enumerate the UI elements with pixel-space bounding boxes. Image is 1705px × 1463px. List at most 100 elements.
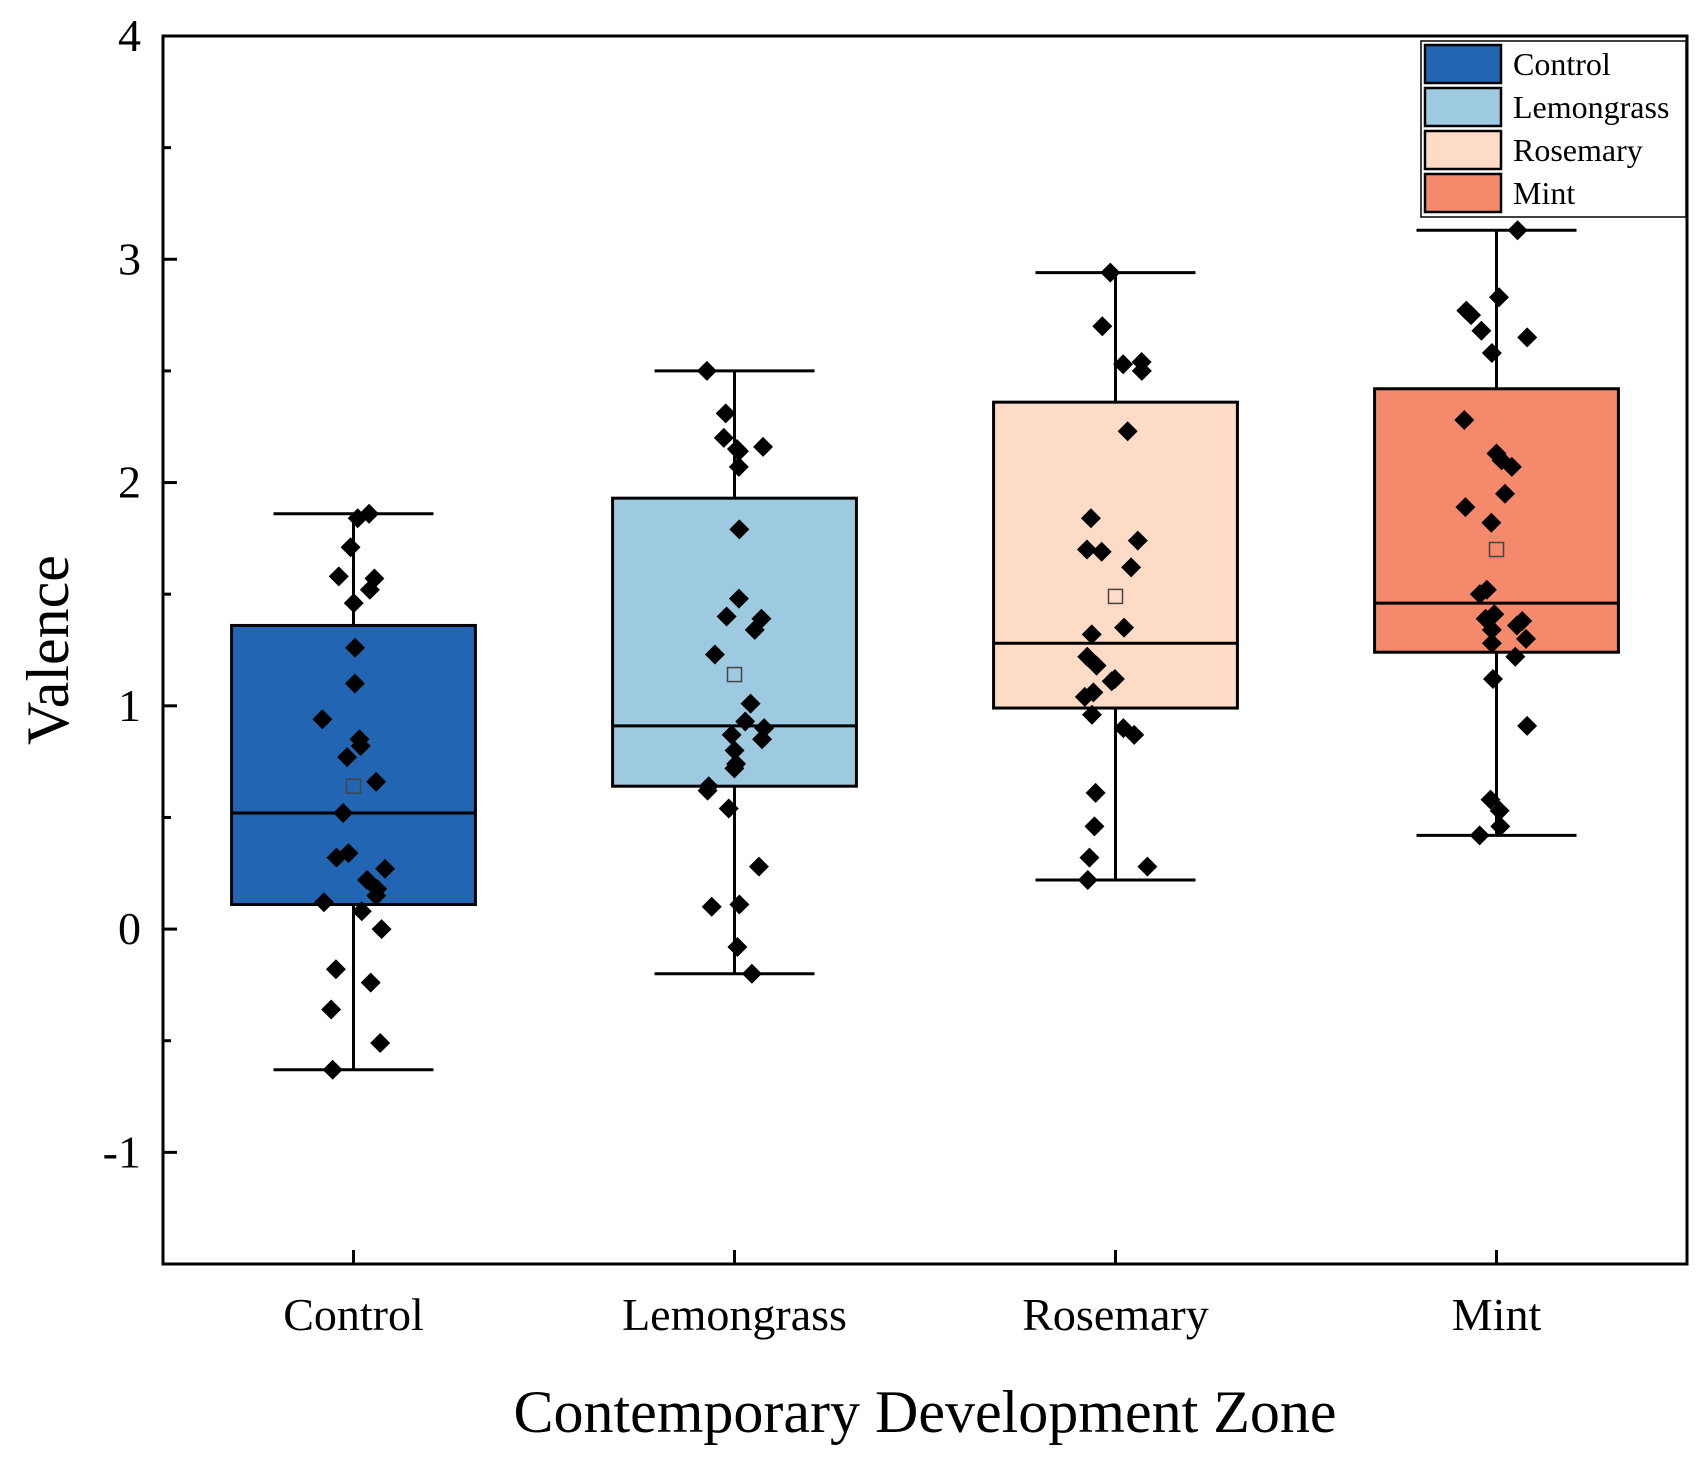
data-point — [748, 856, 769, 877]
points-layer — [312, 220, 1538, 1080]
data-point — [735, 711, 756, 732]
data-point — [1490, 816, 1511, 837]
data-point — [1085, 782, 1106, 803]
data-point — [1517, 327, 1538, 348]
data-point — [1454, 410, 1475, 431]
data-point — [326, 847, 347, 868]
axes-layer: -1 0 1 2 3 4 Control Lemongrass Rosemary Mint — [103, 10, 1542, 1340]
data-point — [1482, 669, 1503, 690]
data-point — [713, 427, 734, 448]
data-point — [1461, 305, 1482, 326]
data-point — [1506, 615, 1527, 636]
y-tick-label: 4 — [118, 10, 141, 61]
data-point — [366, 885, 387, 906]
data-point — [1489, 800, 1510, 821]
data-point — [740, 693, 761, 714]
x-axis-title: Contemporary Development Zone — [513, 1379, 1336, 1445]
points-rosemary — [1074, 262, 1158, 890]
data-point — [1100, 262, 1121, 283]
data-point — [321, 999, 342, 1020]
data-point — [1081, 704, 1102, 725]
data-point — [322, 1059, 343, 1080]
data-point — [1455, 497, 1476, 518]
data-point — [333, 802, 354, 823]
x-tick-label: Lemongrass — [622, 1289, 847, 1340]
data-point — [1131, 360, 1152, 381]
legend-label: Rosemary — [1513, 132, 1643, 168]
data-point — [371, 919, 392, 940]
data-point — [1081, 624, 1102, 645]
data-point — [312, 709, 333, 730]
y-axis-title: Valence — [15, 555, 81, 745]
data-point — [1469, 584, 1490, 605]
legend-label: Control — [1513, 46, 1611, 82]
data-point — [1124, 724, 1145, 745]
data-point — [359, 579, 380, 600]
data-point — [1091, 541, 1112, 562]
data-point — [744, 619, 765, 640]
data-point — [729, 519, 750, 540]
box-group-rosemary — [992, 271, 1239, 882]
data-point — [721, 724, 742, 745]
data-point — [343, 593, 364, 614]
data-point — [1481, 343, 1502, 364]
data-point — [727, 936, 748, 957]
data-point — [375, 858, 396, 879]
data-point — [1516, 628, 1537, 649]
data-point — [366, 771, 387, 792]
data-point — [1489, 287, 1510, 308]
data-point — [1480, 789, 1501, 810]
data-point — [1101, 671, 1122, 692]
y-tick-label: 1 — [118, 680, 141, 731]
data-point — [753, 436, 774, 457]
points-mint — [1454, 220, 1538, 846]
data-point — [1086, 655, 1107, 676]
data-point — [729, 894, 750, 915]
data-point — [344, 673, 365, 694]
legend-swatch — [1423, 43, 1503, 85]
data-point — [696, 360, 717, 381]
data-point — [1127, 530, 1148, 551]
data-point — [370, 1032, 391, 1053]
legend-swatch — [1423, 86, 1503, 128]
data-point — [1494, 483, 1515, 504]
data-point — [1080, 508, 1101, 529]
data-point — [1471, 320, 1492, 341]
data-point — [1113, 354, 1134, 375]
data-point — [1137, 856, 1158, 877]
legend-swatch — [1423, 172, 1503, 214]
data-point — [704, 644, 725, 665]
data-point — [752, 729, 773, 750]
data-point — [1074, 686, 1095, 707]
mean-marker — [1488, 541, 1505, 558]
data-point — [351, 901, 372, 922]
data-point — [1501, 456, 1522, 477]
y-tick-label: -1 — [103, 1126, 141, 1177]
data-point — [1121, 557, 1142, 578]
x-tick-label: Mint — [1452, 1289, 1542, 1340]
data-point — [1505, 646, 1526, 667]
data-point — [715, 403, 736, 424]
box-iqr — [992, 400, 1239, 710]
plot-frame — [161, 34, 1689, 1266]
points-lemongrass — [696, 360, 775, 984]
data-point — [1079, 847, 1100, 868]
data-point — [1481, 633, 1502, 654]
legend-label: Lemongrass — [1513, 89, 1669, 125]
data-point — [1084, 816, 1105, 837]
data-point — [728, 456, 749, 477]
data-point — [325, 959, 346, 980]
legend: Control Lemongrass Rosemary Mint — [1420, 40, 1687, 218]
data-point — [741, 963, 762, 984]
box-group-mint — [1373, 228, 1620, 837]
data-point — [701, 896, 722, 917]
y-tick-label: 0 — [118, 903, 141, 954]
data-point — [1092, 316, 1113, 337]
data-point — [1114, 617, 1135, 638]
x-tick-label: Rosemary — [1022, 1289, 1209, 1340]
data-point — [1117, 421, 1138, 442]
y-tick-label: 3 — [118, 233, 141, 284]
data-point — [350, 736, 371, 757]
legend-label: Mint — [1513, 175, 1575, 211]
